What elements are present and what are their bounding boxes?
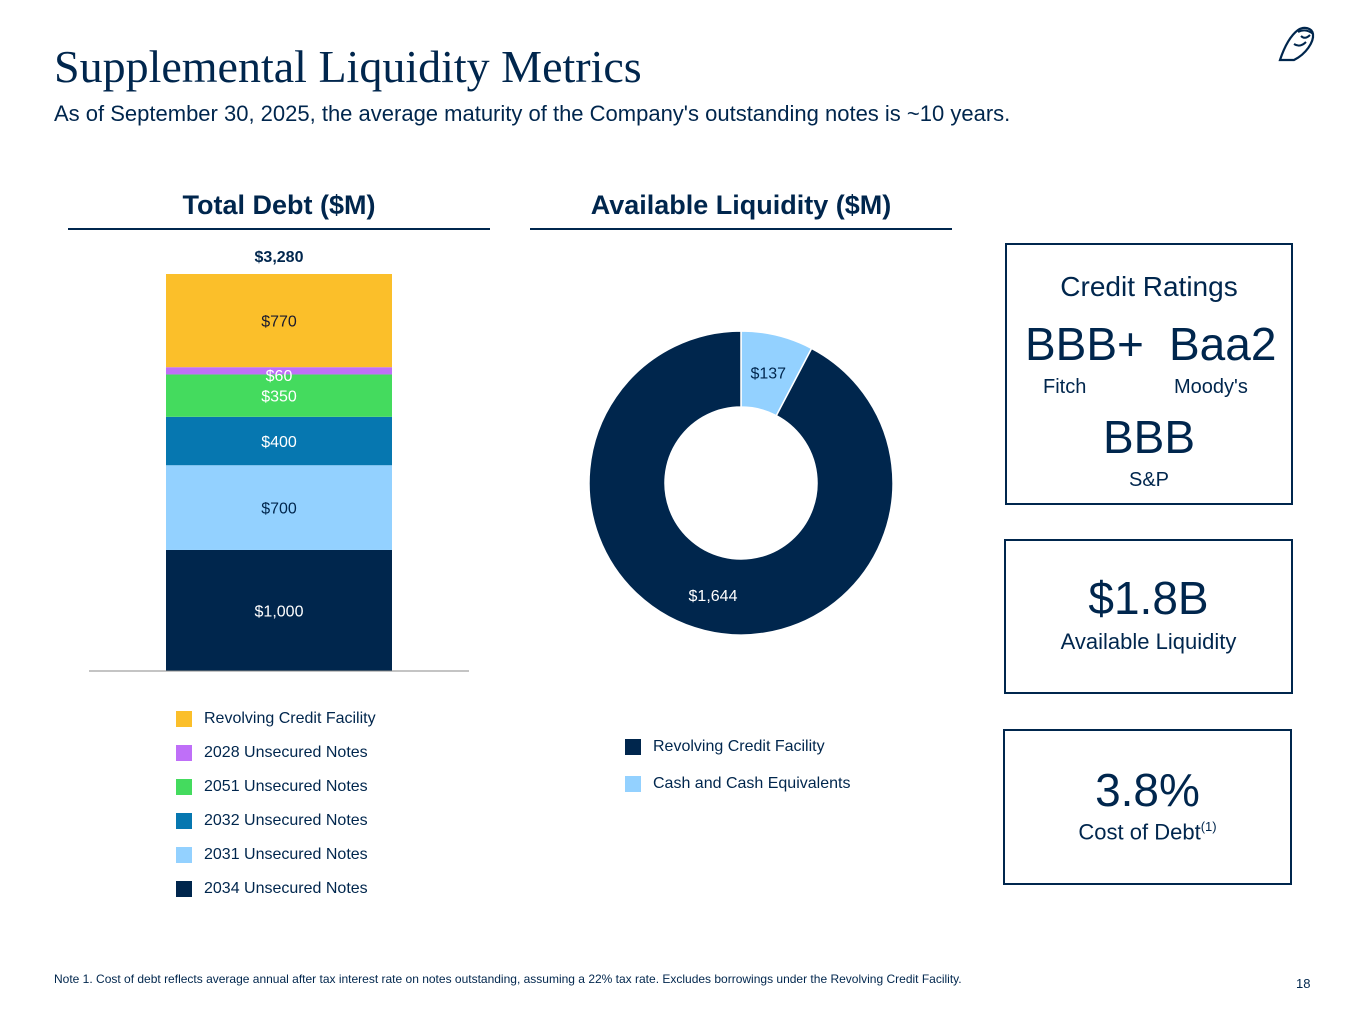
bar-data-label: $60 [266, 368, 293, 385]
total-debt-heading: Total Debt ($M) [182, 190, 376, 220]
fitch-rating: BBB+ [1025, 318, 1144, 370]
page-subtitle: As of September 30, 2025, the average ma… [54, 101, 1011, 126]
legend-label: 2031 Unsecured Notes [204, 846, 368, 863]
legend-item: 2028 Unsecured Notes [176, 736, 376, 770]
liquidity-label: Available Liquidity [1060, 629, 1237, 654]
bar-data-label: $350 [261, 389, 297, 406]
bar-segment [166, 374, 392, 417]
legend-swatch [176, 813, 192, 829]
bar-data-label: $1,000 [255, 603, 304, 620]
legend-label: Cash and Cash Equivalents [653, 774, 851, 792]
donut-slice [588, 330, 894, 636]
available-liquidity-legend: Revolving Credit Facility Cash and Cash E… [625, 728, 850, 802]
legend-item: Revolving Credit Facility [176, 702, 376, 736]
legend-swatch [176, 881, 192, 897]
cost-label-text: Cost of Debt [1078, 819, 1201, 845]
legend-item: Revolving Credit Facility [625, 728, 850, 765]
legend-label: Revolving Credit Facility [204, 710, 376, 727]
bar-segment [166, 367, 392, 375]
page-title: Supplemental Liquidity Metrics [54, 41, 642, 92]
legend-item: 2051 Unsecured Notes [176, 770, 376, 804]
bar-total-label: $3,280 [255, 249, 304, 266]
legend-swatch [176, 847, 192, 863]
legend-label: 2034 Unsecured Notes [204, 880, 368, 897]
legend-label: 2051 Unsecured Notes [204, 778, 368, 795]
fitch-label: Fitch [1043, 376, 1087, 398]
donut-data-label: $137 [750, 365, 786, 382]
bar-segment [166, 416, 392, 466]
legend-swatch [176, 711, 192, 727]
divider [530, 228, 952, 230]
available-liquidity-chart: $137 $1,644 [588, 330, 894, 636]
legend-item: Cash and Cash Equivalents [625, 765, 850, 802]
legend-swatch [625, 775, 641, 792]
cost-label: Cost of Debt(1) [1005, 819, 1290, 845]
credit-ratings-box: Credit Ratings BBB+ Baa2 Fitch Moody's B… [1005, 243, 1293, 505]
legend-label: Revolving Credit Facility [653, 737, 825, 755]
cost-footnote: (1) [1200, 819, 1217, 834]
cost-value: 3.8% [1095, 764, 1200, 816]
credit-ratings-title: Credit Ratings [1060, 271, 1238, 302]
available-liquidity-box: $1.8B Available Liquidity [1004, 539, 1293, 694]
total-debt-legend: Revolving Credit Facility 2028 Unsecured … [176, 702, 376, 906]
sp-rating: BBB [1102, 411, 1196, 463]
available-liquidity-heading: Available Liquidity ($M) [590, 190, 892, 220]
total-debt-chart: $1,000 $700 $400 $350 $60 $770 $3,280 [89, 249, 469, 672]
footnote: Note 1. Cost of debt reflects average an… [54, 972, 962, 986]
bar-segment [166, 274, 392, 368]
bar-data-label: $700 [261, 501, 297, 518]
legend-label: 2028 Unsecured Notes [204, 744, 368, 761]
bar-data-label: $770 [261, 314, 297, 331]
donut-data-label: $1,644 [689, 588, 738, 605]
cost-of-debt-box: 3.8% Cost of Debt(1) [1003, 729, 1292, 885]
moodys-label: Moody's [1174, 376, 1248, 398]
legend-label: 2032 Unsecured Notes [204, 812, 368, 829]
legend-item: 2034 Unsecured Notes [176, 872, 376, 906]
divider [68, 228, 490, 230]
legend-swatch [176, 745, 192, 761]
bar-data-label: $400 [261, 434, 297, 451]
bar-segment [166, 465, 392, 550]
sp-label: S&P [1128, 469, 1170, 491]
liquidity-value: $1.8B [1088, 572, 1209, 624]
legend-swatch [176, 779, 192, 795]
moodys-rating: Baa2 [1169, 318, 1277, 370]
legend-item: 2031 Unsecured Notes [176, 838, 376, 872]
legend-swatch [625, 738, 641, 755]
legend-item: 2032 Unsecured Notes [176, 804, 376, 838]
page-number: 18 [1296, 976, 1311, 991]
owl-logo-icon [1278, 26, 1315, 62]
bar-segment [166, 549, 392, 671]
